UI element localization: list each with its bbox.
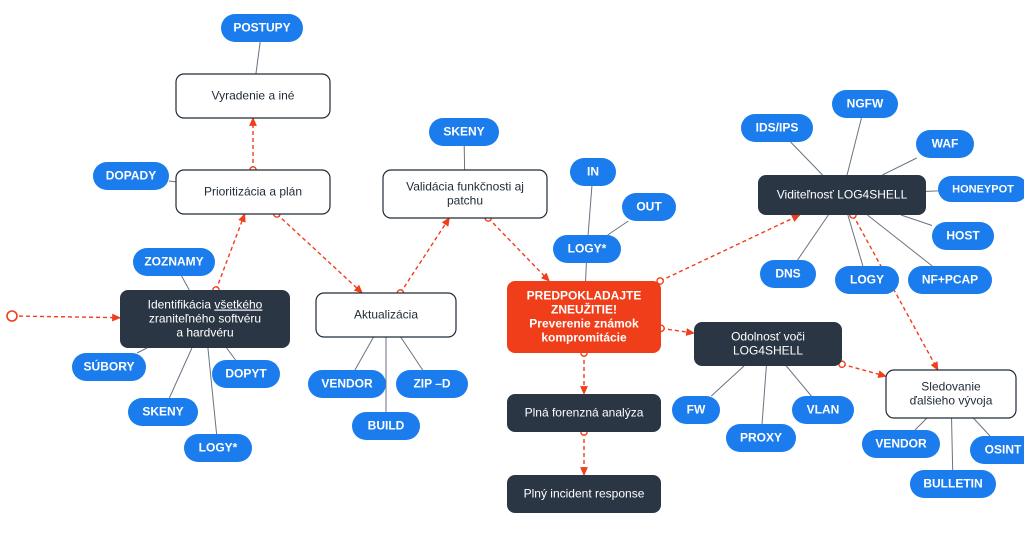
node-prioritize: Prioritizácia a plán: [176, 170, 330, 214]
node-start: [7, 311, 17, 321]
node-label: POSTUPY: [233, 21, 290, 35]
node-vyradenie: Vyradenie a iné: [176, 74, 330, 118]
node-predpoklad: PREDPOKLADAJTEZNEUŽITIE!Preverenie známo…: [507, 281, 661, 353]
node-label: Validácia funkčnosti aj: [406, 180, 524, 194]
node-host: HOST: [932, 222, 994, 250]
node-vlan: VLAN: [792, 396, 854, 424]
node-aktualizacia: Aktualizácia: [316, 293, 456, 337]
node-label: OUT: [636, 200, 662, 214]
node-label: SKENY: [443, 125, 484, 139]
node-label: VLAN: [807, 403, 840, 417]
node-label: ZIP –D: [413, 377, 450, 391]
node-label: Identifikácia všetkého: [148, 298, 263, 312]
node-label: Preverenie známok: [529, 317, 639, 331]
node-logy2: LOGY*: [553, 235, 621, 263]
node-label: VENDOR: [321, 377, 373, 391]
node-proxy: PROXY: [726, 424, 796, 452]
node-label: FW: [687, 403, 706, 417]
node-dns: DNS: [760, 260, 816, 288]
node-label: Vyradenie a iné: [212, 89, 295, 103]
node-label: IDS/IPS: [756, 121, 799, 135]
node-label: ďalšieho vývoja: [910, 394, 993, 408]
node-label: SÚBORY: [84, 359, 135, 374]
node-label: NGFW: [847, 97, 884, 111]
node-subory: SÚBORY: [72, 353, 146, 381]
node-label: Aktualizácia: [354, 308, 418, 322]
node-incident: Plný incident response: [507, 475, 661, 513]
node-label: DOPADY: [106, 169, 156, 183]
node-label: LOGY: [850, 273, 884, 287]
node-label: patchu: [447, 194, 483, 208]
node-label: OSINT: [985, 443, 1022, 457]
node-bulletin: BULLETIN: [910, 470, 996, 498]
node-label: kompromitácie: [541, 331, 627, 345]
node-nfpcap: NF+PCAP: [908, 266, 992, 294]
node-forenzna: Plná forenzná analýza: [507, 394, 661, 432]
node-label: PREDPOKLADAJTE: [527, 289, 642, 303]
node-osint: OSINT: [970, 436, 1024, 464]
node-label: ZOZNAMY: [144, 255, 203, 269]
node-zipd: ZIP –D: [396, 370, 468, 398]
flowchart-canvas: Identifikácia všetkéhozraniteľného softv…: [0, 0, 1024, 552]
nodes-layer: Identifikácia všetkéhozraniteľného softv…: [7, 14, 1024, 513]
node-label: VENDOR: [875, 437, 927, 451]
node-label: ZNEUŽITIE!: [551, 302, 617, 317]
node-honeypot: HONEYPOT: [938, 176, 1024, 202]
node-label: SKENY: [142, 405, 183, 419]
node-label: Sledovanie: [921, 380, 981, 394]
node-label: LOG4SHELL: [733, 344, 803, 358]
node-zoznamy: ZOZNAMY: [133, 248, 215, 276]
node-validacia: Validácia funkčnosti ajpatchu: [383, 170, 547, 218]
node-waf: WAF: [916, 130, 974, 158]
node-label: NF+PCAP: [922, 273, 978, 287]
node-sledovanie: Sledovanieďalšieho vývoja: [886, 370, 1016, 418]
node-out: OUT: [622, 193, 676, 221]
node-identify: Identifikácia všetkéhozraniteľného softv…: [120, 290, 290, 348]
node-in: IN: [570, 158, 616, 186]
node-label: Viditeľnosť LOG4SHELL: [777, 188, 908, 202]
node-dopyt: DOPYT: [212, 360, 280, 388]
node-viditelnost: Viditeľnosť LOG4SHELL: [758, 175, 926, 215]
node-label: BULLETIN: [923, 477, 982, 491]
node-label: Plná forenzná analýza: [525, 406, 644, 420]
node-label: DNS: [775, 267, 800, 281]
node-label: WAF: [932, 137, 959, 151]
node-label: a hardvéru: [176, 326, 233, 340]
node-fw: FW: [672, 396, 720, 424]
node-label: PROXY: [740, 431, 782, 445]
node-label: Odolnosť voči: [731, 330, 805, 344]
node-odolnost: Odolnosť vočiLOG4SHELL: [694, 322, 842, 366]
node-label: BUILD: [368, 419, 405, 433]
node-label: DOPYT: [225, 367, 267, 381]
node-label: LOGY*: [199, 441, 238, 455]
node-label: zraniteľného softvéru: [149, 312, 261, 326]
node-label: LOGY*: [568, 242, 607, 256]
node-build: BUILD: [352, 412, 420, 440]
node-postupy: POSTUPY: [221, 14, 303, 42]
node-logy3: LOGY: [835, 266, 899, 294]
node-skeny1: SKENY: [128, 398, 198, 426]
node-label: Prioritizácia a plán: [204, 185, 302, 199]
node-label: IN: [587, 165, 599, 179]
node-label: Plný incident response: [524, 487, 645, 501]
node-vendor2: VENDOR: [862, 430, 940, 458]
node-vendor1: VENDOR: [308, 370, 386, 398]
node-dopady: DOPADY: [93, 162, 169, 190]
node-ngfw: NGFW: [832, 90, 898, 118]
node-logy1: LOGY*: [184, 434, 252, 462]
node-idsips: IDS/IPS: [741, 114, 813, 142]
node-label: HOST: [946, 229, 980, 243]
node-label: HONEYPOT: [952, 183, 1014, 195]
node-skeny2: SKENY: [429, 118, 499, 146]
